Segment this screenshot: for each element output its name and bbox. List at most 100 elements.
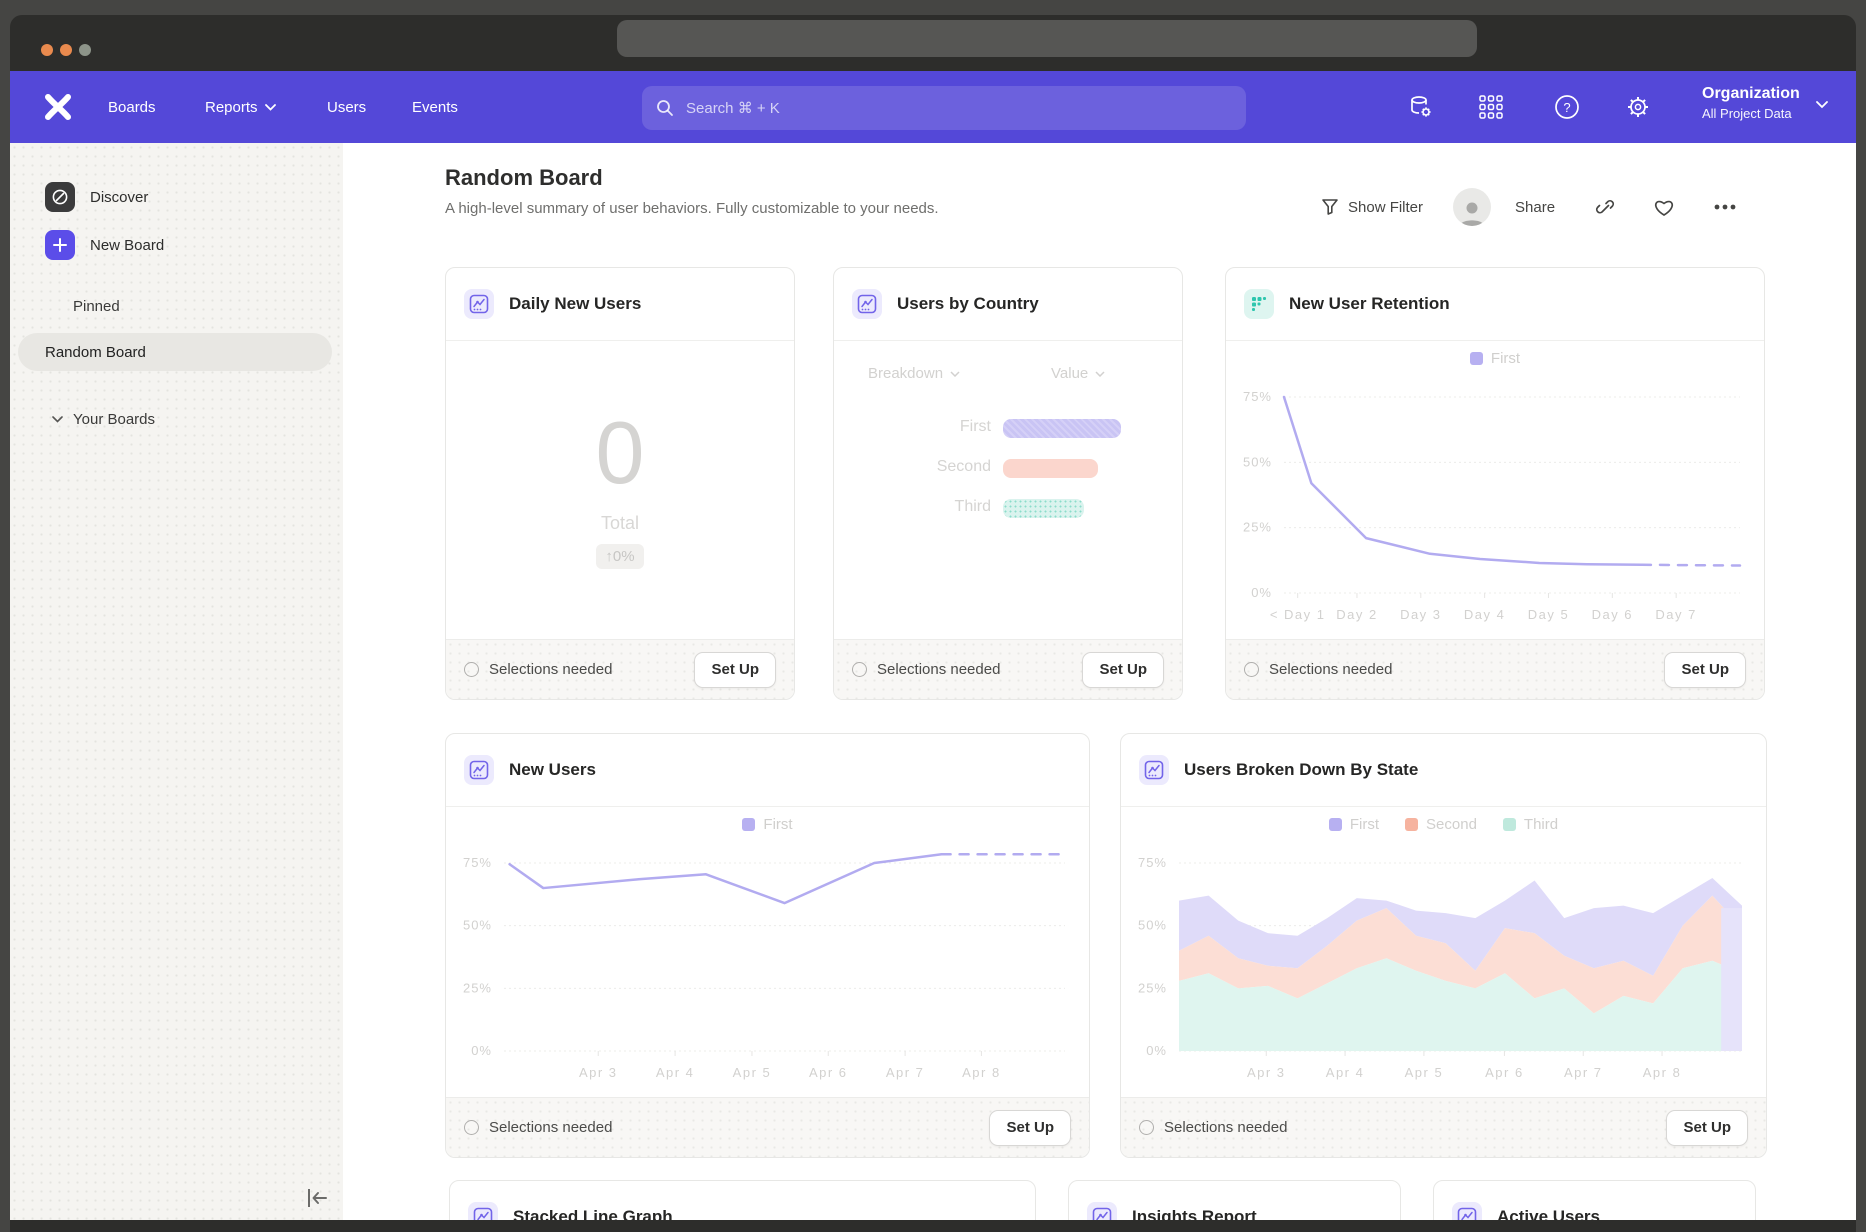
legend-label: First (1350, 816, 1379, 833)
favorite-button[interactable] (1653, 197, 1675, 217)
share-button[interactable]: Share (1515, 199, 1555, 216)
more-options-button[interactable] (1713, 203, 1737, 211)
card-body: First 75%50%25%0%Apr 3Apr 4Apr 5Apr 6Apr… (446, 807, 1089, 1097)
svg-text:0%: 0% (471, 1043, 492, 1058)
top-navbar: Boards Reports Users Events (10, 71, 1856, 143)
legend-label: Second (1426, 816, 1477, 833)
metric-caption: Total (601, 513, 639, 534)
main-content: Random Board A high-level summary of use… (343, 143, 1856, 1232)
nav-events-label: Events (412, 99, 458, 116)
svg-text:Apr 3: Apr 3 (1247, 1065, 1286, 1080)
nav-users-label: Users (327, 99, 366, 116)
search-input[interactable] (684, 99, 1232, 118)
set-up-button[interactable]: Set Up (1664, 652, 1746, 688)
nav-events[interactable]: Events (412, 71, 458, 143)
apps-grid-icon[interactable] (1478, 94, 1504, 120)
window-bottom-edge (10, 1220, 1856, 1232)
legend-swatch (1329, 818, 1342, 831)
card-header: New Users (446, 734, 1089, 807)
settings-gear-icon[interactable] (1625, 94, 1651, 120)
svg-text:?: ? (1563, 100, 1570, 115)
card-users-by-country: Users by Country Breakdown Value First S… (833, 267, 1183, 700)
plus-icon (45, 230, 75, 260)
svg-text:75%: 75% (463, 855, 492, 870)
sidebar-new-board-label: New Board (90, 237, 164, 254)
nav-reports[interactable]: Reports (205, 71, 276, 143)
status-radio-icon (1244, 662, 1259, 677)
value-column-header: Value (1051, 365, 1105, 382)
pinned-board-label: Random Board (45, 344, 146, 361)
retention-grid-icon (1244, 289, 1274, 319)
card-new-users: New Users First 75%50%25%0%Apr 3Apr 4Apr… (445, 733, 1090, 1158)
page-title: Random Board (445, 165, 603, 191)
legend-swatch (742, 818, 755, 831)
svg-text:< Day 1: < Day 1 (1270, 607, 1326, 622)
sidebar-section-your-boards[interactable]: Your Boards (52, 411, 155, 428)
sidebar-item-discover[interactable]: Discover (45, 182, 148, 212)
copy-link-button[interactable] (1595, 197, 1615, 217)
line-chart-icon (464, 289, 494, 319)
svg-text:Day 6: Day 6 (1592, 607, 1633, 622)
legend-label: First (1491, 350, 1520, 367)
status-text: Selections needed (1164, 1119, 1287, 1136)
line-chart-icon (852, 289, 882, 319)
url-bar[interactable] (617, 20, 1477, 57)
row-label: First (871, 418, 991, 436)
set-up-button[interactable]: Set Up (1082, 652, 1164, 688)
svg-text:0%: 0% (1251, 585, 1272, 600)
mixpanel-logo-icon[interactable] (44, 93, 72, 121)
svg-text:0%: 0% (1146, 1043, 1167, 1058)
card-header: Daily New Users (446, 268, 794, 341)
sidebar-discover-label: Discover (90, 189, 148, 206)
card-title: New Users (509, 760, 596, 780)
window-close-button[interactable] (41, 44, 53, 56)
breakdown-column-header: Breakdown (868, 365, 960, 382)
svg-text:Apr 7: Apr 7 (886, 1065, 925, 1080)
org-project: All Project Data (1702, 105, 1800, 123)
org-switcher[interactable]: Organization All Project Data (1702, 83, 1800, 123)
new-users-chart: 75%50%25%0%Apr 3Apr 4Apr 5Apr 6Apr 7Apr … (446, 841, 1089, 1097)
card-daily-new-users: Daily New Users 0 Total ↑0% Selections n… (445, 267, 795, 700)
help-icon[interactable]: ? (1554, 94, 1580, 120)
window-minimize-button[interactable] (60, 44, 72, 56)
chevron-down-icon (52, 416, 63, 423)
pinned-section-label: Pinned (73, 298, 120, 315)
svg-text:Apr 5: Apr 5 (1405, 1065, 1444, 1080)
card-title: Users Broken Down By State (1184, 760, 1418, 780)
status-radio-icon (852, 662, 867, 677)
set-up-button[interactable]: Set Up (1666, 1110, 1748, 1146)
show-filter-button[interactable]: Show Filter (1321, 198, 1423, 216)
chevron-down-icon (52, 303, 63, 310)
sidebar-item-random-board[interactable]: Random Board (18, 333, 332, 371)
status-radio-icon (464, 662, 479, 677)
global-search[interactable] (642, 86, 1246, 130)
search-icon (656, 99, 674, 117)
sidebar-collapse-button[interactable] (300, 1183, 334, 1213)
svg-text:Day 5: Day 5 (1528, 607, 1569, 622)
svg-text:50%: 50% (463, 918, 492, 933)
avatar[interactable] (1453, 188, 1491, 226)
sidebar-section-pinned[interactable]: Pinned (52, 298, 120, 315)
window-zoom-button[interactable] (79, 44, 91, 56)
data-management-icon[interactable] (1408, 94, 1434, 120)
svg-text:Apr 8: Apr 8 (1643, 1065, 1682, 1080)
chevron-down-icon (950, 371, 960, 377)
legend-label: First (763, 816, 792, 833)
nav-users[interactable]: Users (327, 71, 366, 143)
set-up-button[interactable]: Set Up (694, 652, 776, 688)
card-footer: Selections needed Set Up (446, 1097, 1089, 1157)
set-up-button[interactable]: Set Up (989, 1110, 1071, 1146)
heart-icon (1653, 197, 1675, 217)
chart-legend: First Second Third (1121, 807, 1766, 841)
board-toolbar: Show Filter Share (1321, 183, 1737, 231)
metric-delta-badge: ↑0% (596, 544, 643, 569)
chevron-down-icon (265, 104, 276, 111)
filter-icon (1321, 198, 1339, 216)
sidebar-item-new-board[interactable]: New Board (45, 230, 164, 260)
card-users-by-state: Users Broken Down By State First Second … (1120, 733, 1767, 1158)
nav-boards[interactable]: Boards (108, 71, 156, 143)
card-header: Users Broken Down By State (1121, 734, 1766, 807)
ghost-bar-third (1003, 499, 1084, 518)
ghost-bar-second (1003, 459, 1098, 478)
link-icon (1595, 197, 1615, 217)
